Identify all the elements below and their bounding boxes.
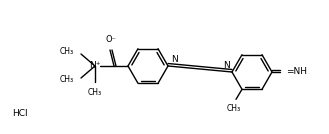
Text: N: N	[223, 60, 229, 70]
Text: CH₃: CH₃	[227, 104, 241, 113]
Text: =NH: =NH	[286, 68, 307, 77]
Text: N⁺: N⁺	[89, 62, 101, 70]
Text: CH₃: CH₃	[88, 88, 102, 97]
Text: CH₃: CH₃	[60, 47, 74, 57]
Text: O⁻: O⁻	[106, 35, 116, 44]
Text: N: N	[171, 55, 177, 64]
Text: HCl: HCl	[12, 109, 28, 118]
Text: CH₃: CH₃	[60, 75, 74, 85]
